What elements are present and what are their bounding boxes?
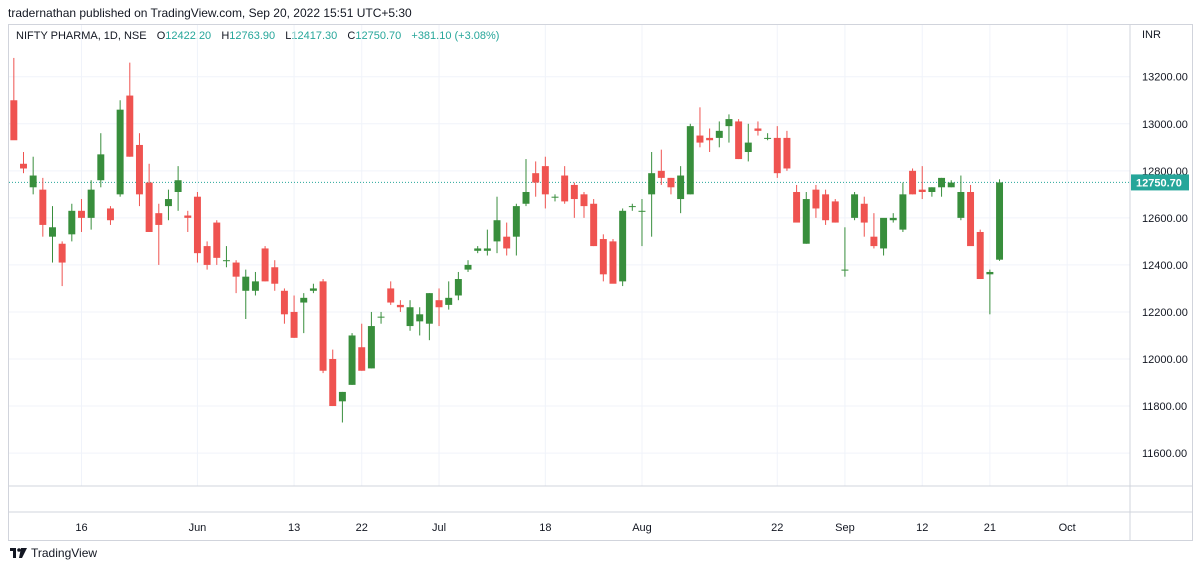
close-label: C [347, 30, 356, 42]
brand-name: TradingView [31, 546, 98, 560]
change-value: +381.10 (+3.08%) [411, 30, 500, 42]
high-label: H [221, 30, 230, 42]
low-label: L [285, 30, 292, 42]
high-value: 12763.90 [229, 30, 276, 42]
publisher-line: tradernathan published on TradingView.co… [8, 6, 412, 20]
chart-frame[interactable] [8, 24, 1193, 541]
open-value: 12422.20 [165, 30, 212, 42]
tradingview-logo-icon [10, 548, 27, 558]
brand-footer[interactable]: TradingView [10, 546, 97, 560]
close-value: 12750.70 [355, 30, 402, 42]
symbol-name: NIFTY PHARMA, 1D, NSE [16, 30, 147, 42]
open-label: O [156, 30, 166, 42]
low-value: 12417.30 [291, 30, 338, 42]
symbol-legend: NIFTY PHARMA, 1D, NSE O12422.20 H12763.9… [16, 30, 499, 42]
